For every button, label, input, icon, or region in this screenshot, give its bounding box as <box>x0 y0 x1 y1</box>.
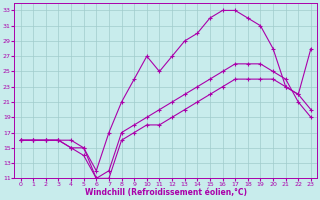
X-axis label: Windchill (Refroidissement éolien,°C): Windchill (Refroidissement éolien,°C) <box>85 188 247 197</box>
